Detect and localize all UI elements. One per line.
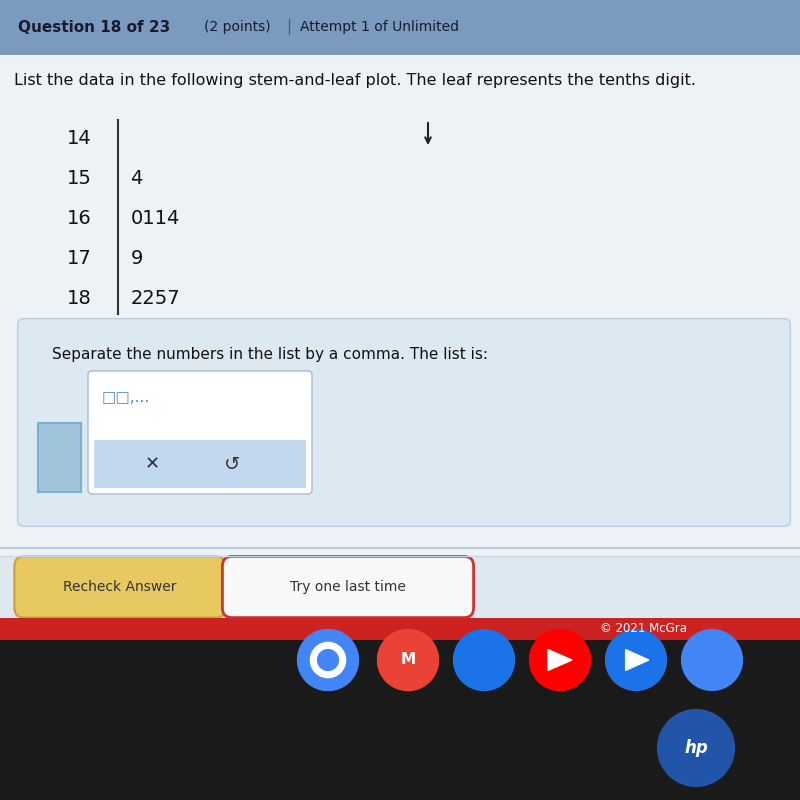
- Circle shape: [606, 630, 666, 690]
- Text: 0114: 0114: [130, 209, 180, 227]
- Polygon shape: [548, 650, 572, 670]
- Bar: [94, 440, 306, 488]
- Text: □□,...: □□,...: [102, 390, 150, 405]
- Text: 2257: 2257: [130, 289, 180, 307]
- Bar: [0, 0, 800, 55]
- FancyBboxPatch shape: [88, 371, 312, 494]
- Circle shape: [530, 630, 590, 690]
- Circle shape: [310, 642, 346, 678]
- Circle shape: [378, 630, 438, 690]
- Circle shape: [682, 630, 742, 690]
- Text: 9: 9: [130, 249, 142, 267]
- Text: 15: 15: [67, 169, 92, 187]
- Bar: [0, 618, 800, 640]
- Text: hp: hp: [684, 739, 708, 757]
- FancyBboxPatch shape: [38, 422, 81, 493]
- Text: (2 points): (2 points): [204, 20, 270, 34]
- FancyBboxPatch shape: [222, 557, 474, 618]
- Text: © 2021 McGra: © 2021 McGra: [600, 622, 687, 635]
- Text: |: |: [286, 19, 291, 35]
- Circle shape: [318, 650, 338, 670]
- Bar: [0, 556, 800, 618]
- FancyBboxPatch shape: [14, 557, 226, 618]
- Text: 14: 14: [67, 129, 92, 147]
- Circle shape: [298, 630, 358, 690]
- Text: List the data in the following stem-and-leaf plot. The leaf represents the tenth: List the data in the following stem-and-…: [14, 73, 696, 87]
- Polygon shape: [626, 650, 649, 670]
- Text: Question 18 of 23: Question 18 of 23: [18, 19, 170, 34]
- Circle shape: [530, 630, 590, 690]
- FancyBboxPatch shape: [18, 318, 790, 526]
- Text: Try one last time: Try one last time: [290, 580, 406, 594]
- Circle shape: [454, 630, 514, 690]
- Text: 4: 4: [130, 169, 142, 187]
- Text: Attempt 1 of Unlimited: Attempt 1 of Unlimited: [300, 20, 459, 34]
- Bar: [0, 640, 800, 800]
- Circle shape: [378, 630, 438, 690]
- Circle shape: [606, 630, 666, 690]
- Circle shape: [454, 630, 514, 690]
- Text: Recheck Answer: Recheck Answer: [63, 580, 177, 594]
- Circle shape: [298, 630, 358, 690]
- Text: M: M: [401, 653, 415, 667]
- Circle shape: [658, 710, 734, 786]
- Text: 18: 18: [67, 289, 92, 307]
- Bar: [0, 55, 800, 590]
- Text: 16: 16: [67, 209, 92, 227]
- Text: ✕: ✕: [145, 455, 160, 473]
- Text: ↺: ↺: [224, 454, 241, 474]
- Text: 17: 17: [67, 249, 92, 267]
- Text: Separate the numbers in the list by a comma. The list is:: Separate the numbers in the list by a co…: [52, 347, 488, 362]
